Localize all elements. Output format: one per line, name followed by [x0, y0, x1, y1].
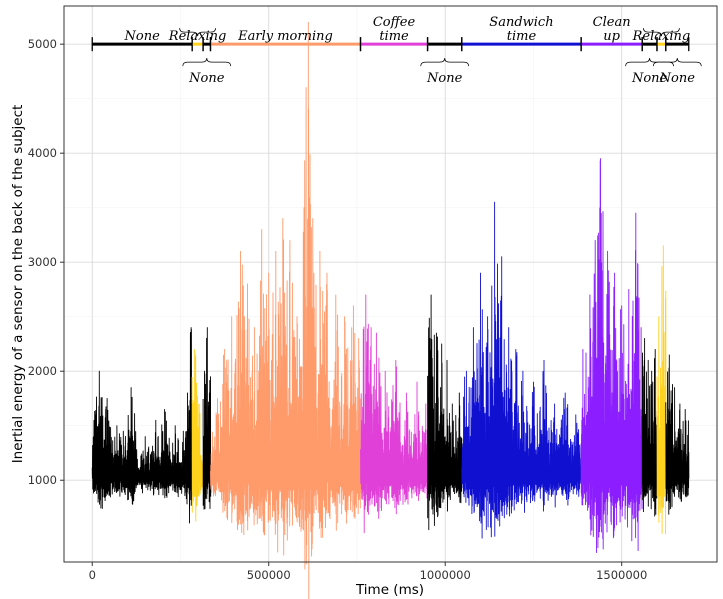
timeline-brace [652, 58, 702, 67]
x-tick-label: 500000 [247, 568, 291, 582]
series-line [91, 327, 193, 524]
y-axis-title: Inertial energy of a sensor on the back … [10, 105, 26, 464]
x-tick-label: 0 [89, 568, 96, 582]
x-axis-title: Time (ms) [355, 582, 424, 598]
series-line [202, 327, 212, 510]
series-line [580, 158, 643, 553]
timeline-label: Relaxing [168, 29, 227, 44]
series-line [191, 348, 204, 522]
y-tick-label: 3000 [28, 255, 57, 269]
timeline-label: up [603, 29, 620, 44]
x-tick-label: 1500000 [596, 568, 647, 582]
y-axis: 1000 2000 3000 4000 5000 [28, 37, 64, 487]
timeline-label: Relaxing [632, 29, 691, 44]
timeline-label: Sandwich [489, 15, 553, 30]
y-tick-label: 2000 [28, 364, 57, 378]
y-tick-label: 1000 [28, 473, 57, 487]
plot-border [63, 5, 718, 563]
timeline-label: None [124, 29, 161, 44]
timeline-label: None [631, 71, 668, 86]
x-tick-label: 1000000 [420, 568, 471, 582]
timeline-label: None [659, 71, 696, 86]
timeline-label: time [507, 29, 537, 44]
series-line [210, 21, 362, 599]
timeline-label: Early morning [237, 29, 333, 44]
y-tick-label: 5000 [28, 37, 57, 51]
series-line [641, 338, 658, 517]
timeline-label: None [426, 71, 463, 86]
timeline-brace [182, 58, 232, 67]
timeline-label: None [188, 71, 225, 86]
series-line [427, 294, 463, 531]
series-line [461, 201, 582, 539]
energy-series [91, 21, 690, 599]
timeline-label: Clean [593, 15, 631, 30]
series-line [665, 354, 690, 515]
x-axis: 0 500000 1000000 1500000 [89, 562, 647, 582]
series-line [360, 294, 429, 534]
timeline-label: time [379, 29, 409, 44]
timeline-label: Coffee [373, 15, 416, 30]
series-line [656, 245, 667, 535]
y-tick-label: 4000 [28, 146, 57, 160]
timeline-brace [420, 58, 470, 67]
